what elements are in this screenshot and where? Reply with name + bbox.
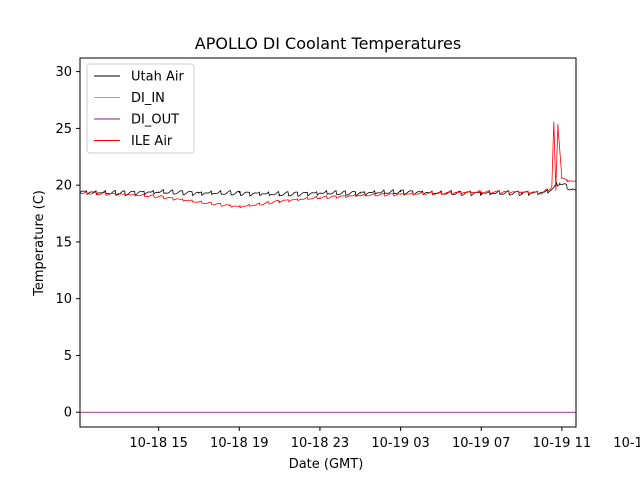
legend-entry-label: Utah Air xyxy=(131,70,184,85)
x-tick-group: 10-18 15 10-18 19 10-18 23 10-19 03 10-19 07… xyxy=(129,427,640,451)
series-layer xyxy=(80,121,576,413)
legend: Utah Air DI_IN DI_OUT ILE Air xyxy=(86,63,195,154)
legend-frame xyxy=(86,63,195,154)
y-tick-label: 10 xyxy=(55,292,72,307)
x-tick-label: 10-18 23 xyxy=(291,436,349,451)
legend-entry-label: DI_IN xyxy=(131,91,165,106)
x-tick-label: 10-19 03 xyxy=(371,436,429,451)
y-tick-label: 25 xyxy=(55,122,72,137)
x-tick-label: 10-18 15 xyxy=(129,436,187,451)
x-tick-label: 10-19 15 xyxy=(613,436,640,451)
chart-title: APOLLO DI Coolant Temperatures xyxy=(195,34,461,53)
x-tick-label: 10-19 07 xyxy=(452,436,510,451)
y-tick-label: 0 xyxy=(64,406,72,421)
x-tick-label: 10-19 11 xyxy=(533,436,591,451)
y-axis-label: Temperature (C) xyxy=(32,190,47,297)
y-tick-label: 5 xyxy=(64,349,72,364)
legend-entry-label: ILE Air xyxy=(131,134,173,149)
legend-entry-label: DI_OUT xyxy=(131,113,179,128)
x-tick-label: 10-18 19 xyxy=(210,436,268,451)
series-line-utah-air xyxy=(80,181,576,197)
plot-frame xyxy=(79,57,577,428)
y-tick-group: 0 5 10 15 20 25 30 xyxy=(55,65,80,421)
x-axis-label: Date (GMT) xyxy=(289,457,364,472)
y-tick-label: 30 xyxy=(55,65,72,80)
series-line-ile-air xyxy=(80,121,576,209)
y-tick-label: 20 xyxy=(55,179,72,194)
y-tick-label: 15 xyxy=(55,235,72,250)
